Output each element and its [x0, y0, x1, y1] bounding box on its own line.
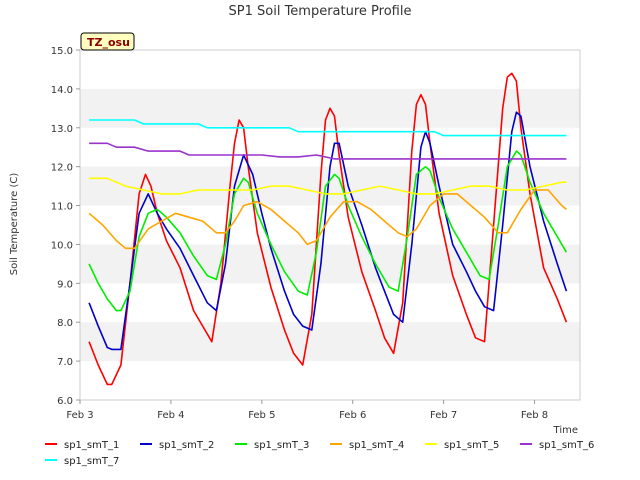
y-tick-label: 12.0 [51, 163, 73, 174]
x-tick-label: Feb 6 [339, 410, 366, 421]
grid-band [80, 244, 580, 284]
x-tick-label: Feb 3 [66, 410, 93, 421]
y-tick-label: 14.0 [51, 85, 73, 96]
series-lines [88, 72, 568, 386]
x-tick-label: Feb 4 [157, 410, 184, 421]
legend-label: sp1_smT_3 [254, 440, 309, 451]
x-tick-label: Feb 5 [248, 410, 275, 421]
y-tick-label: 6.0 [57, 396, 73, 407]
grid-band [80, 322, 580, 362]
series-line-sp1_smT_3 [88, 150, 568, 312]
legend-label: sp1_smT_1 [64, 440, 119, 451]
legend-label: sp1_smT_2 [159, 440, 214, 451]
y-tick-label: 15.0 [51, 46, 73, 57]
station-badge: TZ_osu [80, 32, 135, 51]
y-tick-label: 8.0 [57, 318, 73, 329]
badge-box [80, 32, 135, 51]
series-line-sp1_smT_1 [88, 72, 568, 386]
y-tick-label: 9.0 [57, 279, 73, 290]
badge-label: TZ_osu [87, 36, 130, 49]
legend: sp1_smT_1 sp1_smT_2 sp1_smT_3 sp1_smT_4 sp1_… [45, 440, 594, 467]
series-line-sp1_smT_2 [88, 111, 568, 351]
series-line-sp1_smT_6 [89, 142, 567, 160]
x-tick-label: Feb 8 [521, 410, 548, 421]
plot-area [79, 49, 581, 401]
legend-label: sp1_smT_6 [539, 440, 594, 451]
y-axis-ticks: 6.0 7.0 8.0 9.0 10.0 11.0 12.0 13.0 14.0 15.0 [51, 46, 80, 407]
chart-title: SP1 Soil Temperature Profile [229, 4, 412, 19]
y-axis-title: Soil Temperature (C) [9, 173, 20, 276]
series-line-sp1_smT_4 [88, 189, 567, 250]
legend-label: sp1_smT_7 [64, 456, 119, 467]
x-tick-label: Feb 7 [430, 410, 457, 421]
x-axis-ticks: Feb 3 Feb 4 Feb 5 Feb 6 Feb 7 Feb 8 [66, 400, 548, 421]
series-line-sp1_smT_7 [89, 119, 567, 137]
y-tick-label: 7.0 [57, 357, 73, 368]
legend-label: sp1_smT_5 [444, 440, 499, 451]
legend-label: sp1_smT_4 [349, 440, 404, 451]
y-tick-label: 13.0 [51, 124, 73, 135]
series-line-sp1_smT_5 [89, 177, 567, 195]
y-tick-label: 11.0 [51, 202, 73, 213]
x-axis-title: Time [553, 425, 578, 436]
y-tick-label: 10.0 [51, 240, 73, 251]
